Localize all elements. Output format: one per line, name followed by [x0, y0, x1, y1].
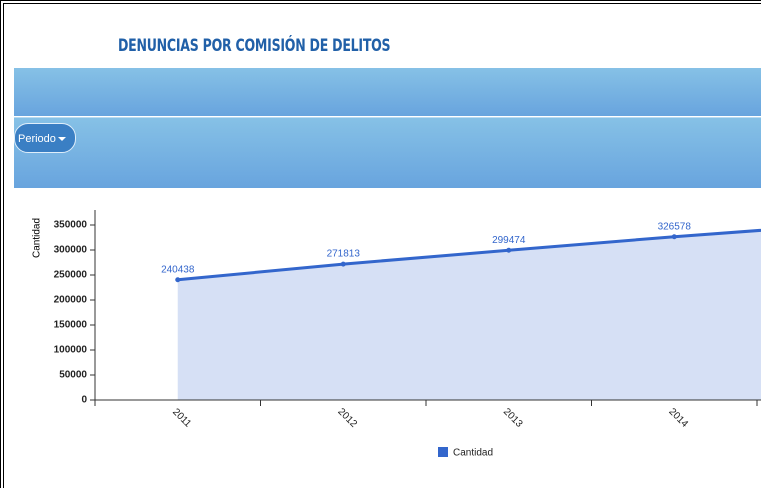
caret	[57, 137, 66, 142]
legend-swatch	[438, 447, 448, 457]
page-title: DENUNCIAS POR COMISIÓN DE DELITOS	[118, 36, 391, 56]
y-tick-label: 300000	[54, 245, 88, 256]
dropdown-label: Periodo	[18, 133, 56, 145]
data-label: 271813	[327, 249, 361, 260]
y-tick-label: 250000	[54, 270, 88, 281]
point	[175, 277, 181, 283]
x-tick-label: 2011	[170, 407, 193, 430]
data-label: 299474	[492, 235, 526, 246]
area	[177, 230, 761, 400]
x-tick-label: 2013	[501, 406, 525, 430]
y-tick-label: 200000	[54, 295, 88, 306]
legend-label: Cantidad	[453, 448, 493, 459]
header-band	[14, 68, 761, 116]
data-label: 326578	[658, 221, 692, 232]
filter-band	[14, 117, 761, 188]
y-tick-label: 150000	[54, 320, 88, 331]
x-tick-label: 2012	[335, 406, 359, 430]
point	[340, 261, 346, 267]
point	[671, 234, 677, 240]
y-tick-label: 0	[81, 395, 87, 406]
y-axis-label: Cantidad	[32, 218, 43, 258]
data-label: 240438	[161, 264, 195, 275]
point	[506, 247, 512, 253]
x-tick-label: 2014	[666, 406, 690, 430]
y-tick-label: 50000	[59, 370, 87, 381]
y-tick-label: 350000	[54, 220, 88, 231]
y-tick-label: 100000	[54, 345, 88, 356]
period-dropdown[interactable]: Periodo	[14, 123, 76, 153]
